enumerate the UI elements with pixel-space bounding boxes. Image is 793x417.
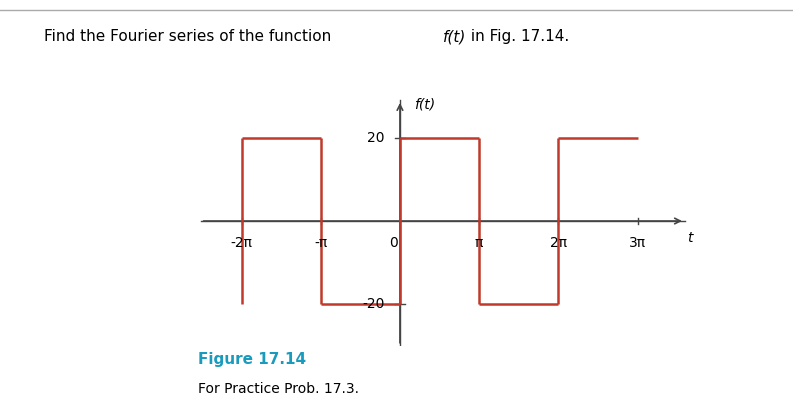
Text: Figure 17.14: Figure 17.14 <box>198 352 306 367</box>
Text: For Practice Prob. 17.3.: For Practice Prob. 17.3. <box>198 382 359 396</box>
Text: 20: 20 <box>367 131 385 145</box>
Text: f(t): f(t) <box>442 29 465 44</box>
Text: 0: 0 <box>389 236 398 250</box>
Text: -π: -π <box>314 236 328 250</box>
Text: Find the Fourier series of the function: Find the Fourier series of the function <box>44 29 335 44</box>
Text: π: π <box>475 236 484 250</box>
Text: -2π: -2π <box>231 236 252 250</box>
Text: in Fig. 17.14.: in Fig. 17.14. <box>466 29 569 44</box>
Text: -20: -20 <box>362 297 385 311</box>
Text: f(t): f(t) <box>414 98 435 112</box>
Text: 2π: 2π <box>550 236 567 250</box>
Text: 3π: 3π <box>629 236 646 250</box>
Text: t: t <box>688 231 693 246</box>
